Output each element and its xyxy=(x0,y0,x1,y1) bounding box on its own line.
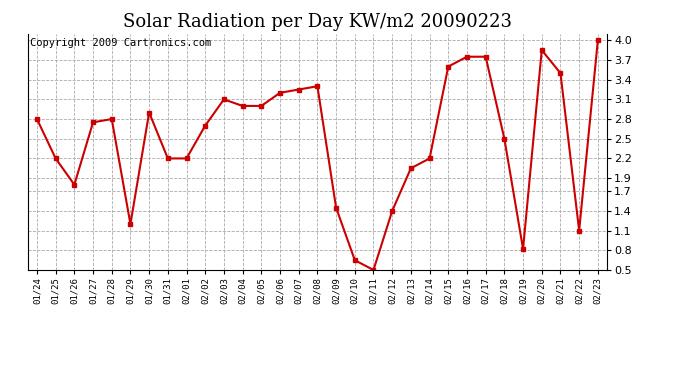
Text: Copyright 2009 Cartronics.com: Copyright 2009 Cartronics.com xyxy=(30,39,212,48)
Title: Solar Radiation per Day KW/m2 20090223: Solar Radiation per Day KW/m2 20090223 xyxy=(123,13,512,31)
